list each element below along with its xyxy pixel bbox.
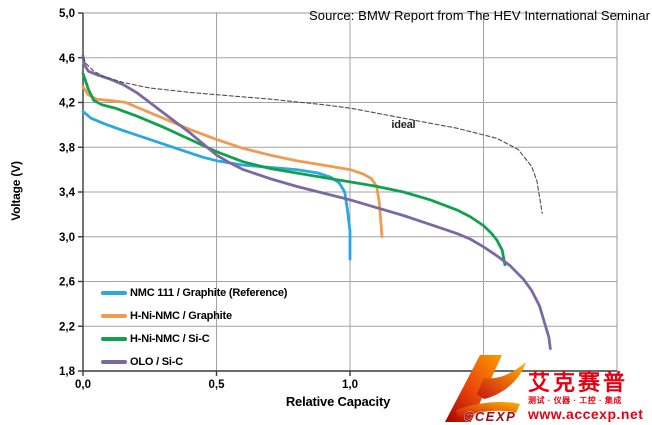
y-axis-title: Voltage (V) [9, 161, 23, 221]
accexp-watermark: CCEXP 艾克赛普 测试 · 仪器 · 工控 · 集成 www.accexp.… [444, 351, 652, 424]
legend-item-olo-sic: OLO / Si-C [101, 350, 287, 373]
svg-text:1,0: 1,0 [342, 379, 358, 391]
svg-text:2,2: 2,2 [59, 321, 75, 333]
legend-item-hninmc-graphite: H-Ni-NMC / Graphite [101, 304, 287, 327]
legend-swatch-hninmc-sic [101, 336, 127, 341]
ideal-annotation: ideal [391, 118, 416, 131]
svg-text:3,8: 3,8 [59, 142, 76, 154]
legend-swatch-hninmc-graphite [101, 313, 127, 318]
accexp-logo-text: CCEXP [464, 409, 516, 424]
svg-text:4,6: 4,6 [59, 53, 75, 65]
svg-text:3,4: 3,4 [59, 187, 76, 199]
legend-item-nmc111-graphite: NMC 111 / Graphite (Reference) [101, 281, 287, 304]
legend-swatch-nmc111-graphite [101, 290, 127, 295]
svg-text:0,5: 0,5 [209, 379, 226, 391]
watermark-url: www.accexp.net [528, 406, 644, 422]
watermark-brand-cn: 艾克赛普 [528, 370, 629, 395]
svg-text:5,0: 5,0 [59, 8, 75, 20]
accexp-logo-icon: CCEXP [444, 352, 528, 424]
legend-swatch-olo-sic [101, 359, 127, 364]
legend-item-hninmc-sic: H-Ni-NMC / Si-C [101, 327, 287, 350]
x-axis-title: Relative Capacity [285, 394, 391, 409]
chart-title: Source: BMW Report from The HEV Internat… [308, 8, 650, 23]
svg-text:2,6: 2,6 [59, 277, 75, 289]
watermark-tagline: 测试 · 仪器 · 工控 · 集成 [528, 396, 622, 405]
svg-text:1,8: 1,8 [59, 366, 76, 378]
svg-text:3,0: 3,0 [59, 232, 75, 244]
svg-text:0,0: 0,0 [75, 379, 91, 391]
svg-text:4,2: 4,2 [59, 98, 75, 110]
legend: NMC 111 / Graphite (Reference) H-Ni-NMC … [101, 281, 287, 373]
